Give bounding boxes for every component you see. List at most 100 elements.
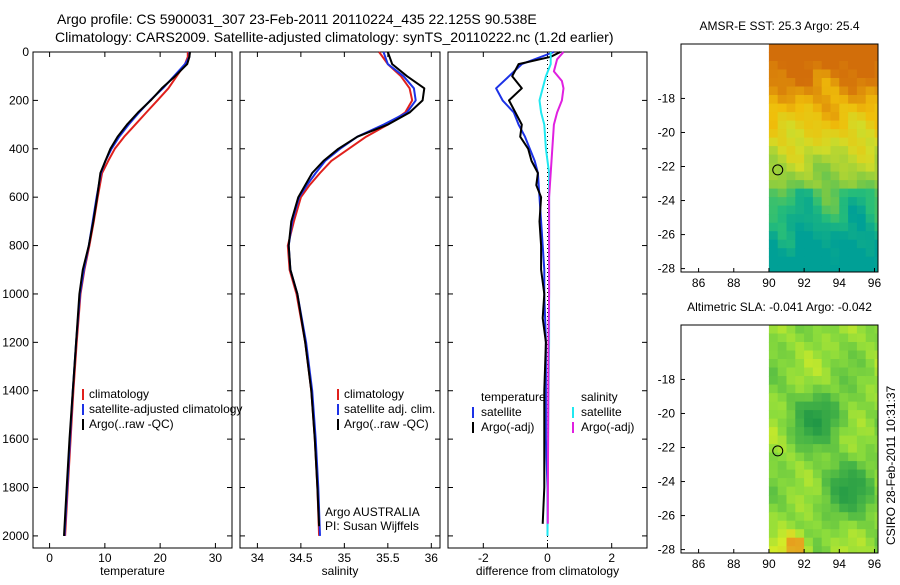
credit-annotation: Argo AUSTRALIA [325, 505, 420, 519]
sla_map-cell [856, 529, 867, 539]
sst_map-cell [856, 103, 867, 113]
sst_map-cell [821, 120, 831, 130]
sla_map-cell [768, 520, 779, 530]
sla_map-cell [804, 512, 814, 522]
sst_map-cell [795, 248, 805, 258]
sla_map-xtick-label: 96 [868, 557, 882, 571]
sst_map-cell [768, 256, 779, 266]
sst_map-cell [830, 137, 840, 147]
sla_map-cell [848, 520, 858, 530]
sst_map-cell [830, 214, 840, 224]
credit-annotation: PI: Susan Wijffels [325, 519, 419, 533]
sst_map-cell [812, 163, 823, 173]
sla_map-cell [812, 384, 823, 394]
sla_map-cell [830, 384, 840, 394]
sst_map-cell [848, 61, 858, 70]
sst_map-cell [821, 197, 831, 207]
sla_map-cell [812, 478, 823, 488]
sst_map-xtick-label: 88 [727, 276, 741, 290]
sla_map-cell [777, 359, 787, 368]
sla_map-cell [786, 444, 796, 454]
sla_map-cell [821, 444, 831, 454]
sla_map-cell [830, 393, 840, 403]
sla_map-cell [777, 461, 787, 471]
sst_map-cell [848, 239, 858, 249]
sst_map-cell [874, 95, 879, 104]
sla_map-cell [812, 435, 823, 445]
sst_map-cell [848, 197, 858, 207]
sst_map-cell [777, 256, 787, 266]
sla_map-cell [856, 435, 867, 445]
sst_map-cell [830, 222, 840, 232]
sst_map-cell [865, 205, 875, 215]
sla_map-cell [848, 401, 858, 411]
sla_map-cell [777, 376, 787, 385]
sst_map-cell [821, 146, 831, 156]
sla_map-cell [830, 342, 840, 351]
sst_map-cell [839, 231, 849, 241]
sla_map-cell [821, 520, 831, 530]
sst_map-cell [830, 248, 840, 258]
sst_map-cell [786, 44, 796, 53]
sst_map-cell [777, 78, 787, 87]
sst_map-cell [804, 256, 814, 266]
sst_map-cell [839, 69, 849, 79]
sla_map-cell [830, 486, 840, 496]
sla_map-cell [768, 461, 779, 471]
sla_map-cell [795, 520, 805, 530]
sla_map-cell [821, 393, 831, 403]
sst_map-cell [830, 146, 840, 156]
sst_map-cell [812, 137, 823, 147]
sst_map-cell [812, 248, 823, 258]
sst_map-cell [830, 103, 840, 113]
sla_map-cell [848, 376, 858, 385]
sla_map-cell [839, 435, 849, 445]
sla_map-cell [795, 537, 805, 547]
sla_map-cell [786, 435, 796, 445]
sst_map-cell [795, 180, 805, 190]
sla_map-xtick-label: 92 [797, 557, 811, 571]
sla_map-cell [812, 325, 823, 334]
sst_map-cell [804, 78, 814, 87]
sst_map-cell [768, 95, 779, 104]
sst_map-cell [795, 205, 805, 215]
sst_map-cell [812, 44, 823, 53]
sla_map-cell [804, 469, 814, 479]
sla_map-cell [821, 503, 831, 513]
sst_map-cell [848, 69, 858, 79]
sla_map-cell [786, 410, 796, 420]
sst_map-cell [804, 120, 814, 130]
salinity-xtick-label: 36 [425, 551, 439, 565]
depth-tick-label: 1200 [2, 335, 29, 349]
sla_map-cell [804, 486, 814, 496]
sla_map-cell [804, 418, 814, 428]
sst_map-cell [786, 214, 796, 224]
sla_map-cell [795, 410, 805, 420]
sla_map-cell [821, 486, 831, 496]
sst_map-cell [856, 222, 867, 232]
sst_map-cell [777, 239, 787, 249]
sla_map-cell [804, 495, 814, 505]
sst_map-cell [874, 146, 879, 156]
sla_map-cell [804, 444, 814, 454]
sla_map-cell [874, 495, 879, 505]
sst_map-cell [795, 171, 805, 181]
sst_map-cell [848, 188, 858, 198]
sst_map-cell [768, 171, 779, 181]
sst_map-cell [777, 171, 787, 181]
sst_map-cell [839, 78, 849, 87]
sla_map-cell [795, 384, 805, 394]
sla_map-cell [786, 529, 796, 539]
sst_map-cell [865, 103, 875, 113]
sla_map-cell [874, 367, 879, 377]
sst_map-cell [804, 188, 814, 198]
sla_map-cell [830, 444, 840, 454]
sst_map-cell [795, 61, 805, 70]
sst_map-cell [795, 78, 805, 87]
sst_map-cell [865, 137, 875, 147]
sla_map-ytick-label: -24 [658, 475, 676, 489]
sst_map-cell [812, 239, 823, 249]
sla_map-cell [812, 469, 823, 479]
sla_map-cell [848, 486, 858, 496]
